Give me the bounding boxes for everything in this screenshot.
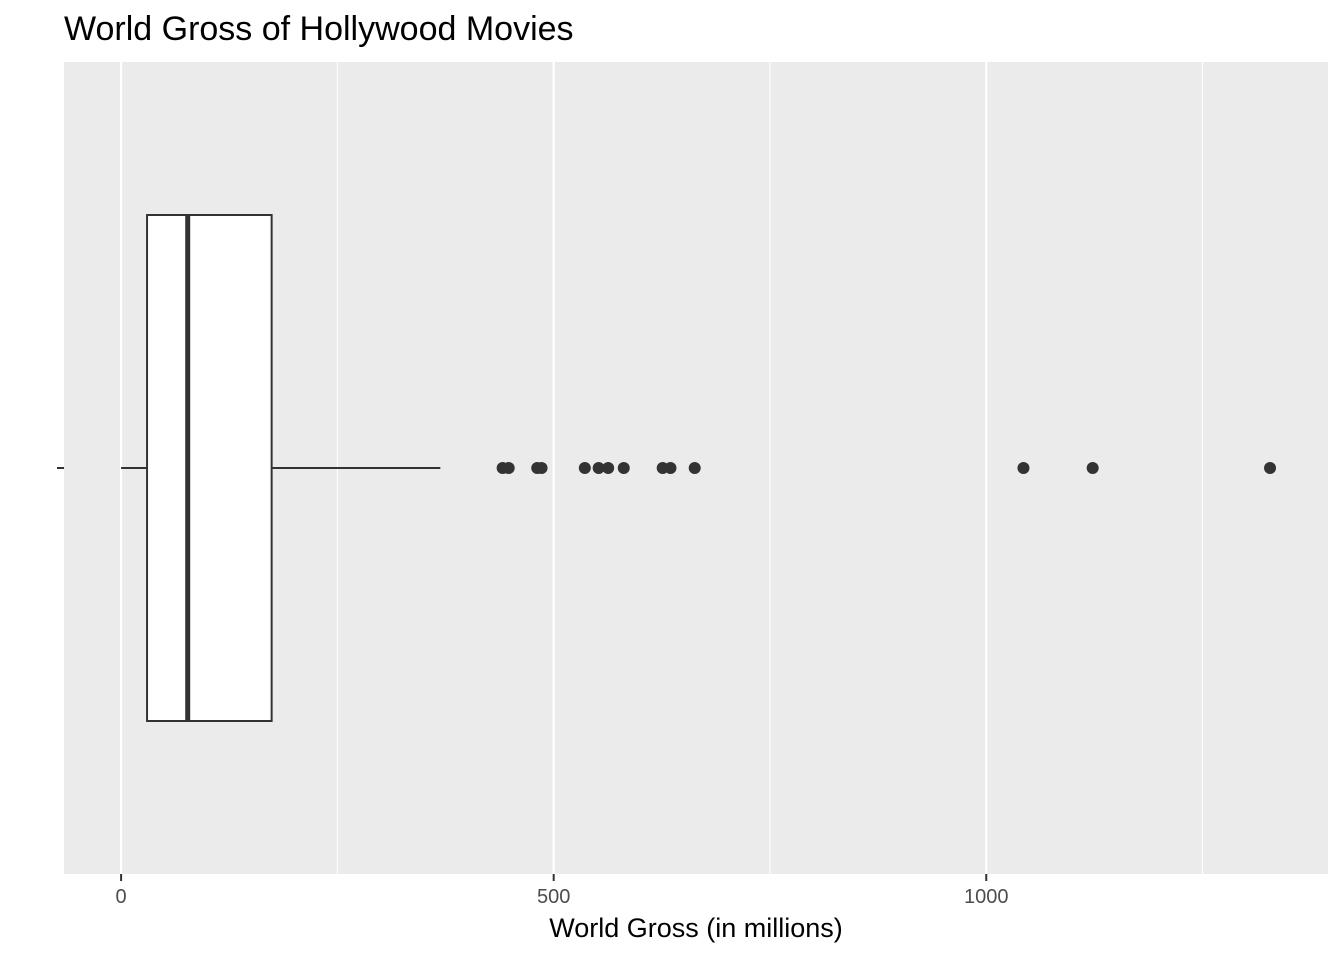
outlier-point xyxy=(1086,462,1099,474)
x-axis-tick-labels: 0 500 1000 xyxy=(116,886,1009,908)
x-axis-ticks xyxy=(120,874,988,881)
x-tick-label: 1000 xyxy=(964,886,1009,908)
outlier-point xyxy=(664,462,677,474)
outlier-point xyxy=(592,462,605,474)
chart-title: World Gross of Hollywood Movies xyxy=(64,10,574,48)
outlier-points xyxy=(496,462,1277,474)
x-tick-label: 0 xyxy=(116,886,127,908)
outlier-point xyxy=(688,462,701,474)
x-axis-title: World Gross (in millions) xyxy=(549,913,843,943)
outlier-point xyxy=(617,462,630,474)
outlier-point xyxy=(1017,462,1030,474)
outlier-point xyxy=(535,462,548,474)
outlier-point xyxy=(1264,462,1277,474)
x-tick-label: 500 xyxy=(537,886,570,908)
iqr-box xyxy=(146,214,273,722)
outlier-point xyxy=(502,462,515,474)
outlier-point xyxy=(602,462,615,474)
outlier-point xyxy=(578,462,591,474)
